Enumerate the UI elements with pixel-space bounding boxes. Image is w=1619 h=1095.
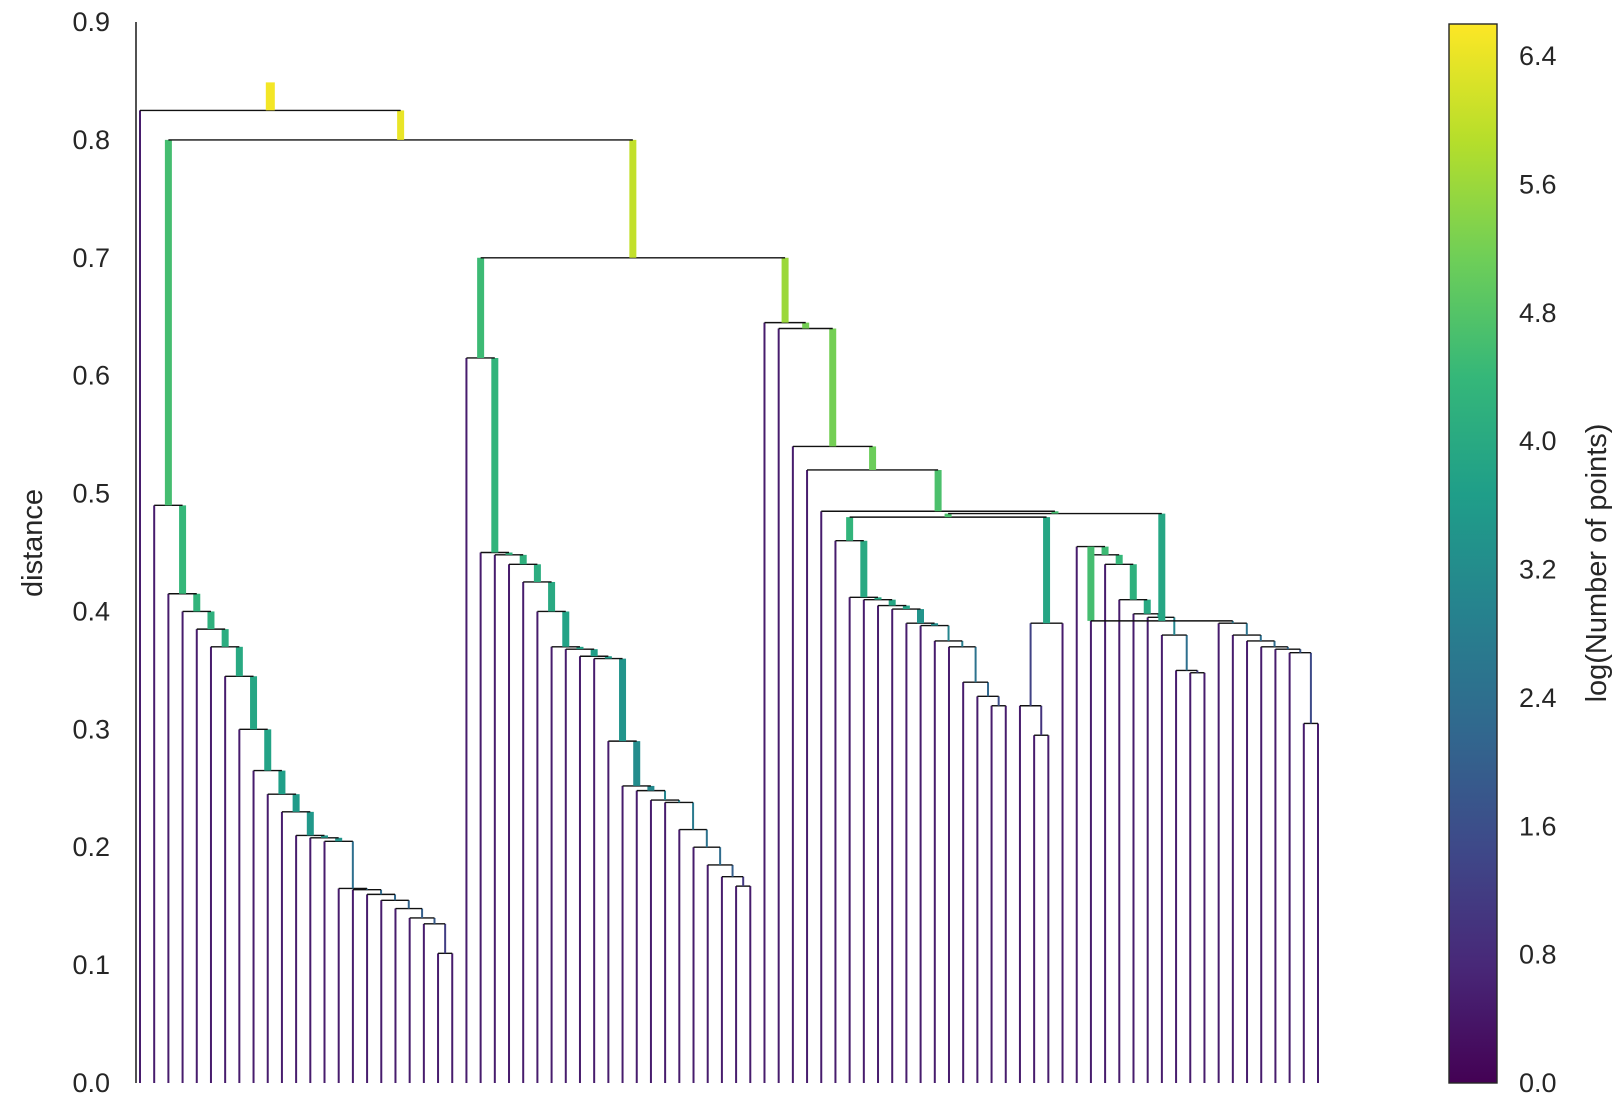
colorbar-tick-label: 5.6 <box>1519 169 1557 199</box>
y-tick-label: 0.7 <box>72 243 110 273</box>
colorbar-gradient <box>1448 23 1498 1084</box>
y-tick-label: 0.6 <box>72 361 110 391</box>
y-tick-label: 0.1 <box>72 950 110 980</box>
colorbar-tick-label: 0.0 <box>1519 1068 1557 1095</box>
y-tick-label: 0.5 <box>72 479 110 509</box>
y-tick-label: 0.3 <box>72 714 110 744</box>
y-tick-label: 0.8 <box>72 125 110 155</box>
y-tick-label: 0.4 <box>72 596 110 626</box>
colorbar: 0.0 0.8 1.6 2.4 3.2 4.0 4.8 5.6 6.4 log(Number o… <box>1448 23 1613 1095</box>
colorbar-tick-label: 0.8 <box>1519 940 1557 970</box>
colorbar-tick-label: 4.8 <box>1519 298 1557 328</box>
y-axis-label: distance <box>17 489 49 597</box>
colorbar-tick-labels: 0.0 0.8 1.6 2.4 3.2 4.0 4.8 5.6 6.4 <box>1519 41 1557 1095</box>
y-axis: 0.0 0.1 0.2 0.3 0.4 0.5 0.6 0.7 0.8 0.9 distance <box>17 7 137 1095</box>
colorbar-tick-label: 6.4 <box>1519 41 1557 71</box>
colorbar-tick-label: 4.0 <box>1519 426 1557 456</box>
y-tick-label: 0.9 <box>72 7 110 37</box>
colorbar-label: log(Number of points) <box>1581 424 1613 703</box>
y-tick-label: 0.2 <box>72 832 110 862</box>
colorbar-tick-label: 1.6 <box>1519 811 1557 841</box>
y-tick-label: 0.0 <box>72 1068 110 1095</box>
colorbar-tick-label: 2.4 <box>1519 683 1557 713</box>
y-tick-labels: 0.0 0.1 0.2 0.3 0.4 0.5 0.6 0.7 0.8 0.9 <box>72 7 110 1095</box>
colorbar-tick-label: 3.2 <box>1519 555 1557 585</box>
dendrogram-tree <box>139 82 1319 1083</box>
